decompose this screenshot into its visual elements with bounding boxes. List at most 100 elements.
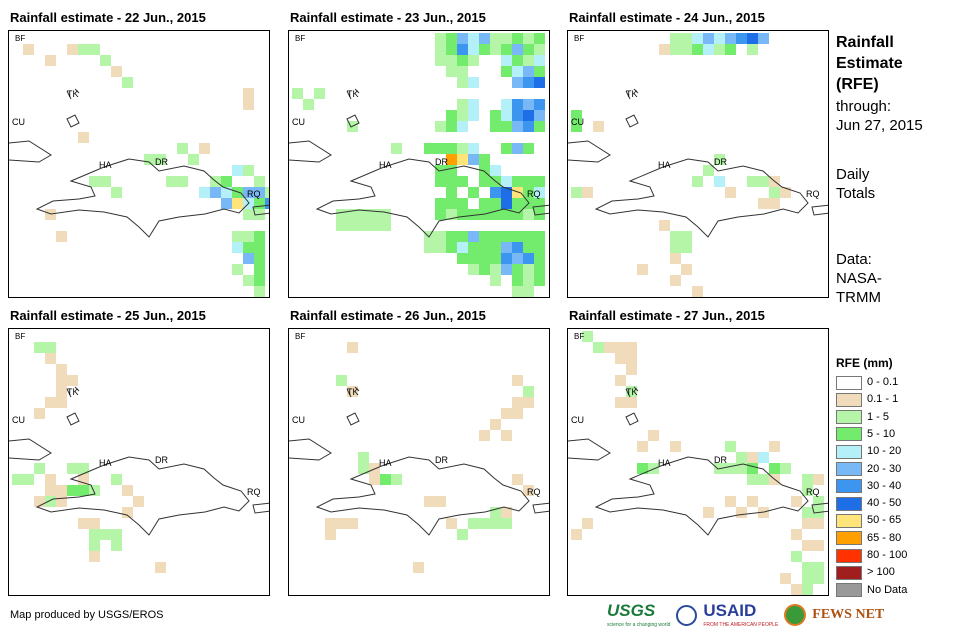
rainfall-cell [512, 143, 523, 154]
rainfall-cell [670, 253, 681, 264]
label-cu: CU [571, 117, 584, 127]
rainfall-cell [813, 474, 824, 485]
rainfall-cell [571, 110, 582, 121]
rainfall-cell [490, 209, 501, 220]
panel-title: Rainfall estimate - 26 Jun., 2015 [290, 308, 486, 323]
label-ha: HA [379, 160, 392, 170]
rainfall-cell [571, 529, 582, 540]
rainfall-cell [659, 44, 670, 55]
rainfall-cell [490, 198, 501, 209]
cuba-coastline [568, 140, 611, 163]
rainfall-cell [523, 253, 534, 264]
rainfall-cell [358, 220, 369, 231]
rainfall-cell [221, 176, 232, 187]
rainfall-cell [747, 44, 758, 55]
rainfall-cell [232, 165, 243, 176]
rainfall-cell [243, 253, 254, 264]
rainfall-cell [501, 121, 512, 132]
rainfall-map-panel: BF CU TK HA DR RQ [288, 30, 550, 298]
rainfall-cell [490, 264, 501, 275]
rainfall-cell [512, 375, 523, 386]
rainfall-cell [802, 562, 813, 573]
puerto-rico-coastline [532, 204, 549, 216]
rainfall-cell [446, 66, 457, 77]
rainfall-cell [758, 176, 769, 187]
rainfall-cell [813, 562, 824, 573]
rainfall-cell [692, 176, 703, 187]
rainfall-cell [571, 187, 582, 198]
rainfall-cell [336, 518, 347, 529]
rainfall-cell [457, 253, 468, 264]
rainfall-cell [802, 540, 813, 551]
legend-label: > 100 [867, 566, 895, 579]
rainfall-cell [523, 110, 534, 121]
label-bf: BF [295, 34, 305, 43]
legend-swatch [836, 565, 862, 580]
rainfall-cell [501, 518, 512, 529]
rainfall-cell [582, 331, 593, 342]
rainfall-cell [468, 44, 479, 55]
hispaniola-coastline [315, 456, 530, 536]
rainfall-cell [615, 397, 626, 408]
turks-coastline [66, 88, 80, 128]
rainfall-cell [501, 55, 512, 66]
rainfall-cell [446, 44, 457, 55]
rainfall-cell [435, 231, 446, 242]
turks-coastline [66, 386, 80, 426]
rainfall-cell [435, 496, 446, 507]
rainfall-cell [534, 44, 545, 55]
rainfall-cell [479, 242, 490, 253]
label-bf: BF [574, 34, 584, 43]
rainfall-cell [243, 275, 254, 286]
label-cu: CU [12, 415, 25, 425]
legend-swatch [836, 392, 862, 407]
rainfall-cell [111, 529, 122, 540]
label-bf: BF [574, 332, 584, 341]
rainfall-cell [325, 518, 336, 529]
rainfall-cell [747, 452, 758, 463]
rainfall-cell [210, 187, 221, 198]
rainfall-cell [34, 463, 45, 474]
rainfall-cell [34, 408, 45, 419]
rainfall-cell [490, 242, 501, 253]
rainfall-cell [424, 496, 435, 507]
rainfall-cell [534, 99, 545, 110]
rainfall-cell [56, 375, 67, 386]
rainfall-cell [457, 242, 468, 253]
rainfall-cell [457, 198, 468, 209]
legend-item: 20 - 30 [836, 461, 901, 478]
rainfall-cell [626, 397, 637, 408]
hispaniola-coastline [594, 456, 809, 536]
panel-title: Rainfall estimate - 22 Jun., 2015 [10, 10, 206, 25]
rainfall-cell [747, 496, 758, 507]
rainfall-cell [501, 33, 512, 44]
rainfall-cell [89, 540, 100, 551]
cuba-coastline [568, 438, 611, 461]
rainfall-cell [501, 187, 512, 198]
label-dr: DR [155, 157, 168, 167]
rainfall-cell [813, 573, 824, 584]
rainfall-cell [369, 209, 380, 220]
rainfall-cell [714, 33, 725, 44]
rainfall-cell [468, 518, 479, 529]
rainfall-cell [111, 66, 122, 77]
rainfall-cell [78, 463, 89, 474]
rainfall-cell [446, 33, 457, 44]
rainfall-cell [254, 198, 265, 209]
rainfall-cell [670, 33, 681, 44]
rainfall-cell [490, 110, 501, 121]
rainfall-cell [468, 110, 479, 121]
rainfall-cell [155, 154, 166, 165]
rainfall-cell [457, 33, 468, 44]
rainfall-cell [45, 209, 56, 220]
rainfall-cell [457, 529, 468, 540]
legend-label: 80 - 100 [867, 549, 908, 561]
rainfall-cell [45, 353, 56, 364]
legend-label: 50 - 65 [867, 514, 902, 527]
rainfall-cell [479, 253, 490, 264]
rainfall-cell [435, 121, 446, 132]
hispaniola-coastline [594, 158, 809, 238]
legend-item: 50 - 65 [836, 512, 901, 529]
rainfall-cell [534, 264, 545, 275]
rainfall-cell [534, 121, 545, 132]
